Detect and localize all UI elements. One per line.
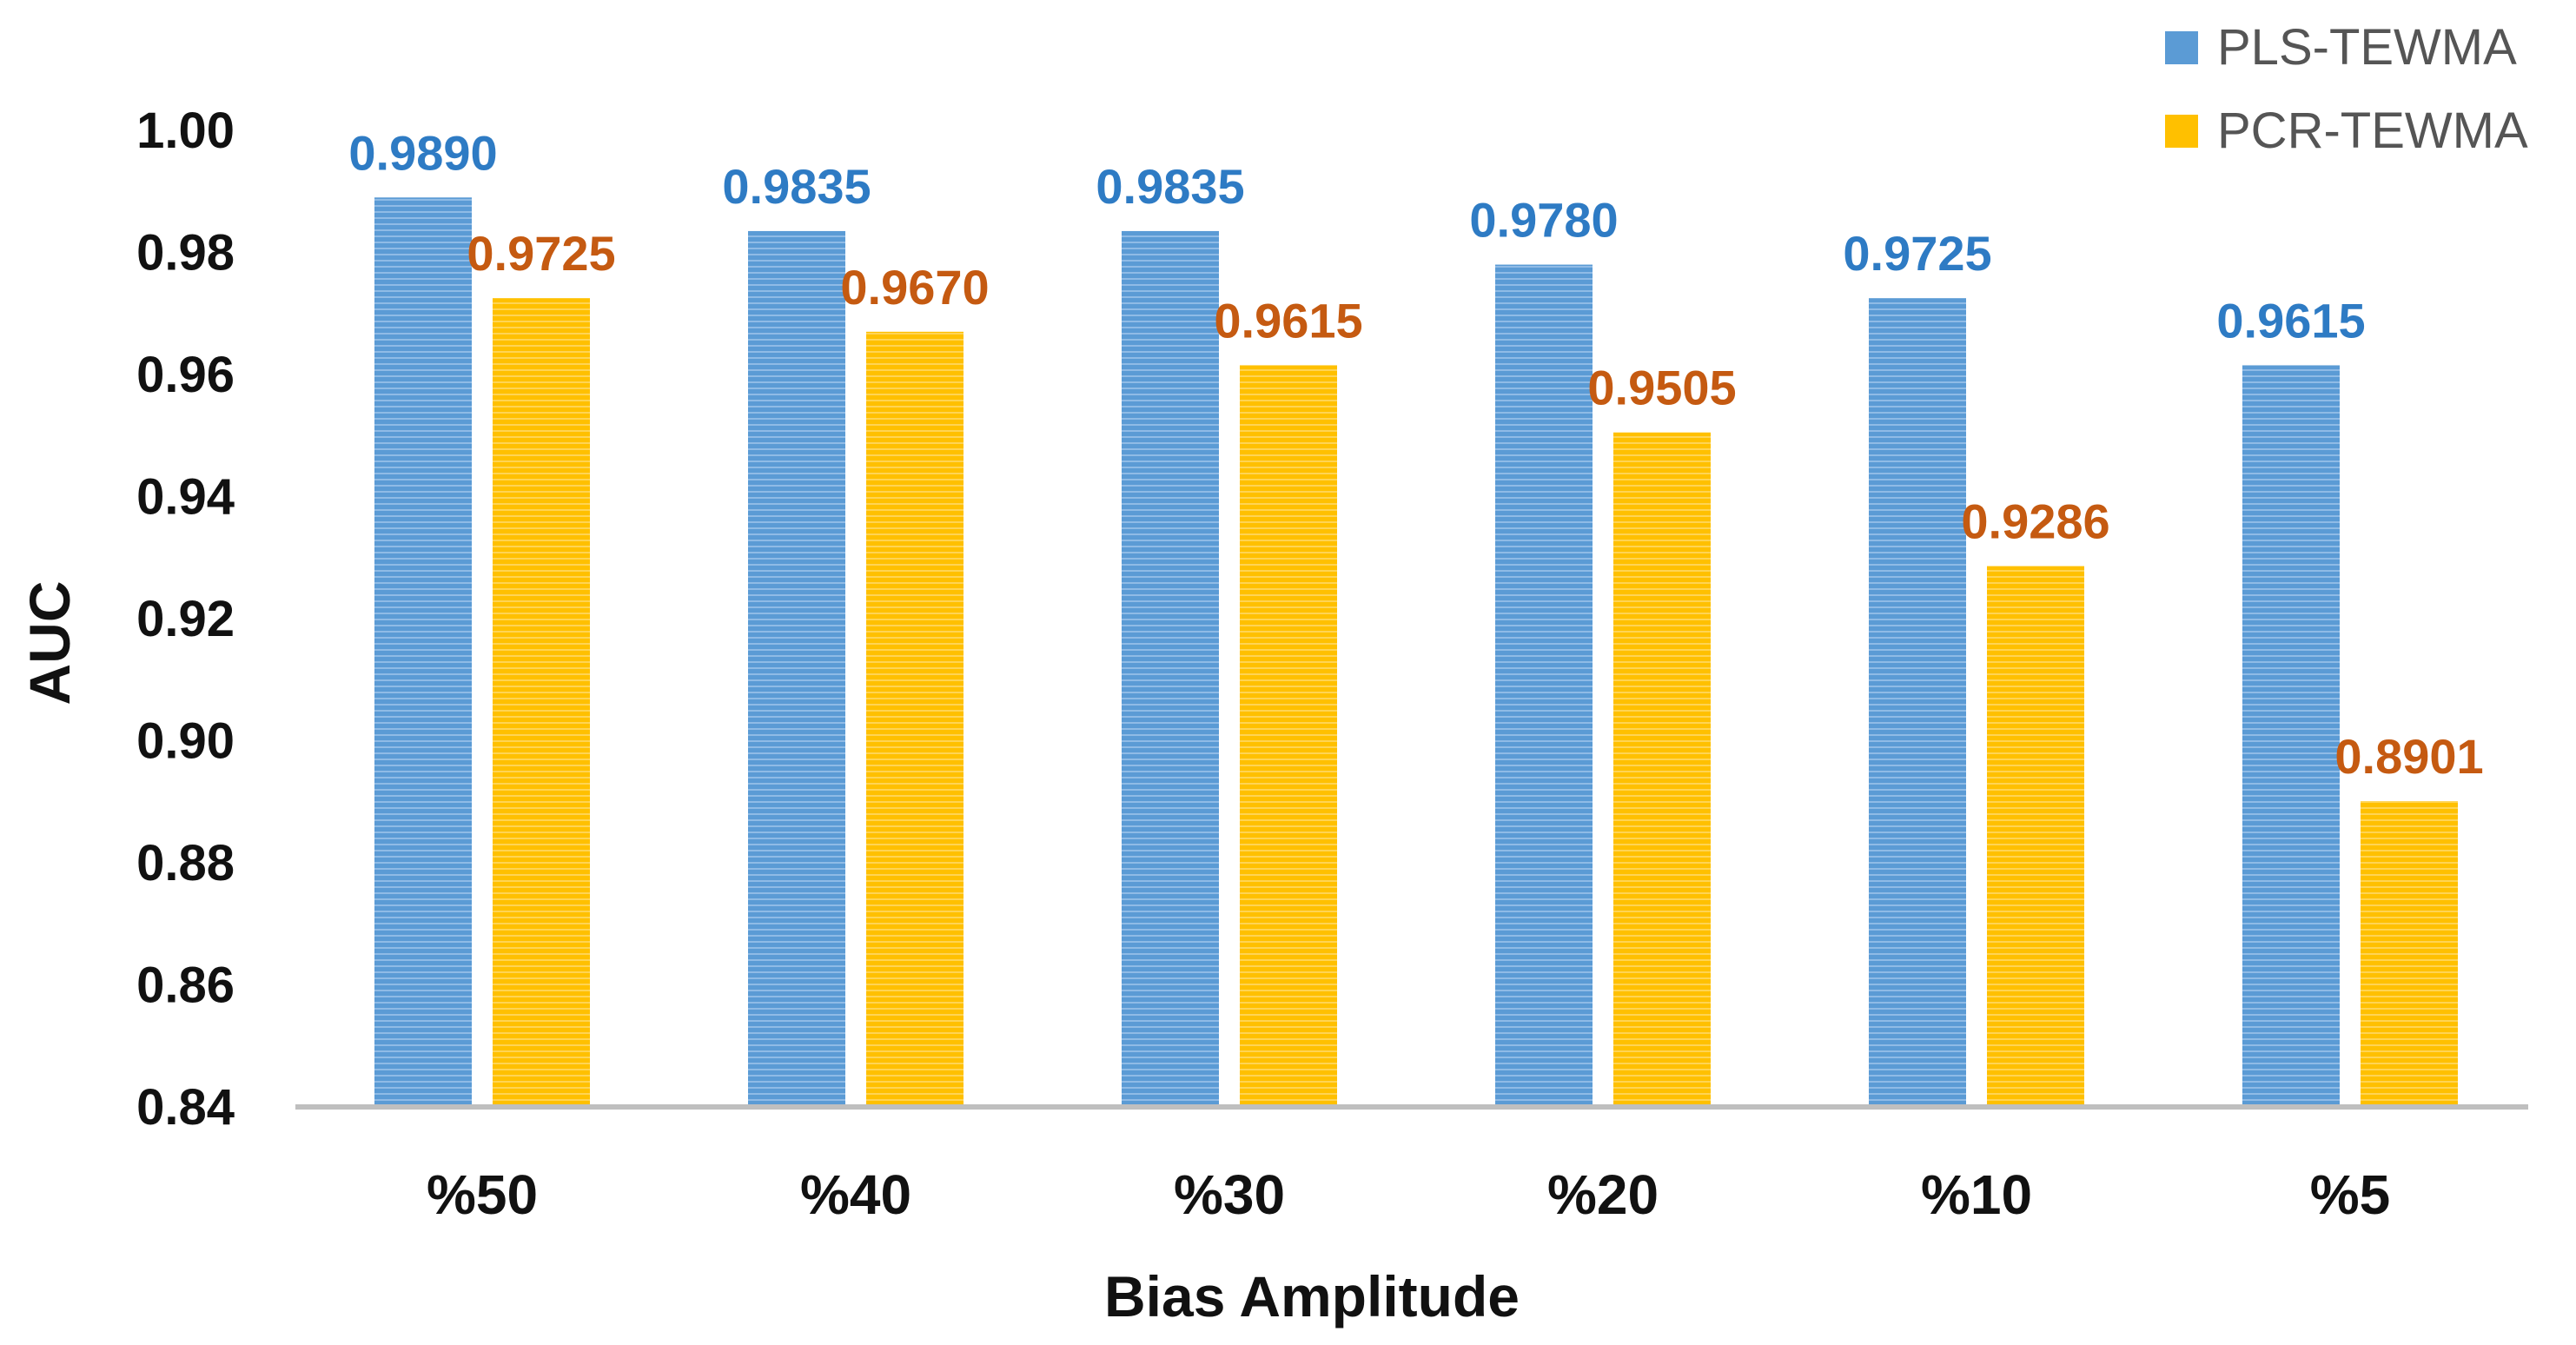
data-label-pcr-tewma-3: 0.9505 bbox=[1587, 361, 1736, 415]
bar-pls-tewma-4 bbox=[1869, 298, 1966, 1107]
data-label-pls-tewma-5: 0.9615 bbox=[2216, 293, 2365, 348]
data-label-pls-tewma-1: 0.9835 bbox=[722, 159, 871, 214]
x-tick-label: %30 bbox=[1174, 1163, 1285, 1226]
bar-pcr-tewma-2 bbox=[1240, 365, 1337, 1107]
data-label-pls-tewma-3: 0.9780 bbox=[1469, 193, 1618, 248]
data-label-pcr-tewma-1: 0.9670 bbox=[840, 260, 989, 315]
y-tick-label: 0.96 bbox=[136, 347, 235, 403]
data-label-pls-tewma-0: 0.9890 bbox=[348, 125, 497, 180]
x-tick-label: %10 bbox=[1921, 1163, 2032, 1226]
y-tick-label: 0.98 bbox=[136, 225, 235, 282]
legend-label-pls-tewma: PLS-TEWMA bbox=[2217, 19, 2517, 76]
data-label-pls-tewma-4: 0.9725 bbox=[1843, 226, 1991, 281]
y-tick-label: 1.00 bbox=[136, 103, 235, 159]
bar-pls-tewma-2 bbox=[1122, 230, 1219, 1108]
data-label-pls-tewma-2: 0.9835 bbox=[1096, 159, 1244, 214]
y-axis-title: AUC bbox=[17, 581, 82, 706]
legend-label-pcr-tewma: PCR-TEWMA bbox=[2217, 103, 2528, 159]
y-tick-label: 0.92 bbox=[136, 591, 235, 647]
bars-group bbox=[374, 197, 2458, 1108]
y-tick-label: 0.86 bbox=[136, 957, 235, 1014]
x-tick-label: %5 bbox=[2310, 1163, 2391, 1226]
x-tick-label: %20 bbox=[1547, 1163, 1659, 1226]
bar-pcr-tewma-4 bbox=[1987, 566, 2084, 1107]
bar-pcr-tewma-1 bbox=[866, 331, 964, 1107]
x-axis-title: Bias Amplitude bbox=[1104, 1264, 1520, 1328]
x-axis-ticks: %50 %40 %30 %20 %10 %5 bbox=[427, 1163, 2390, 1226]
y-axis-ticks: 0.84 0.86 0.88 0.90 0.92 0.94 0.96 0.98 1.00 bbox=[136, 103, 235, 1136]
x-tick-label: %40 bbox=[800, 1163, 911, 1226]
bar-pls-tewma-0 bbox=[374, 197, 472, 1107]
bar-pls-tewma-3 bbox=[1495, 264, 1593, 1107]
bar-pcr-tewma-0 bbox=[493, 298, 590, 1107]
legend: PLS-TEWMA PCR-TEWMA bbox=[2165, 19, 2528, 159]
legend-swatch-pls-tewma bbox=[2165, 31, 2198, 64]
legend-swatch-pcr-tewma bbox=[2165, 115, 2198, 148]
bar-pcr-tewma-3 bbox=[1613, 432, 1711, 1107]
y-tick-label: 0.90 bbox=[136, 713, 235, 770]
data-label-pcr-tewma-5: 0.8901 bbox=[2334, 729, 2483, 784]
y-tick-label: 0.84 bbox=[136, 1079, 235, 1136]
data-label-pcr-tewma-2: 0.9615 bbox=[1214, 293, 1362, 348]
data-labels-group: 0.9890 0.9725 0.9835 0.9670 0.9835 0.9615 0.97… bbox=[348, 125, 2483, 784]
data-label-pcr-tewma-0: 0.9725 bbox=[467, 226, 615, 281]
bar-pls-tewma-1 bbox=[748, 230, 845, 1108]
data-label-pcr-tewma-4: 0.9286 bbox=[1961, 494, 2109, 549]
y-tick-label: 0.88 bbox=[136, 835, 235, 891]
bar-pls-tewma-5 bbox=[2242, 365, 2340, 1107]
x-tick-label: %50 bbox=[427, 1163, 538, 1226]
y-tick-label: 0.94 bbox=[136, 469, 235, 526]
bar-pcr-tewma-5 bbox=[2361, 801, 2458, 1107]
